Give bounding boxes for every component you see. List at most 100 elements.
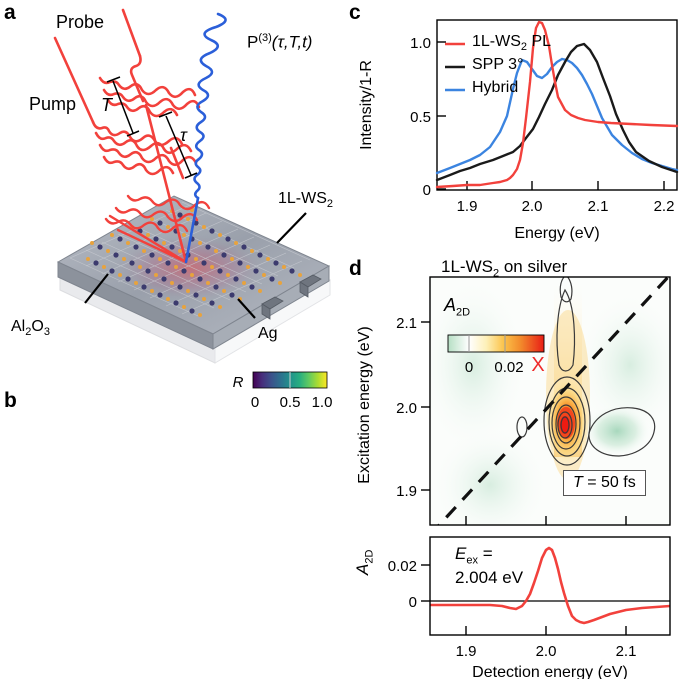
eex-sub: ex: [466, 554, 478, 567]
legend-label-spp: SPP 3°: [472, 56, 524, 73]
y-tick-d-19: 1.9: [396, 483, 417, 500]
polarization-P: P: [247, 32, 259, 52]
substrate-sub1: 2: [25, 326, 32, 339]
legend-label-hybrid: Hybrid: [472, 79, 519, 96]
eex-value: 2.004 eV: [455, 567, 524, 587]
x-tick-slice-20: 2.0: [536, 643, 557, 660]
label-delay-tau: τ: [180, 125, 187, 145]
y-ticks-d-slice: [421, 564, 430, 602]
plot-frame-c: [436, 19, 678, 191]
y-tick-slice-0: 0: [409, 594, 417, 611]
label-substrate: Al2O3: [11, 318, 50, 338]
panel-d-title: 1L-WS2 on silver: [441, 257, 567, 279]
colorbar-d-title: A2D: [444, 295, 470, 319]
legend-pl-tail: PL: [527, 33, 552, 50]
delay-box-equals: =: [587, 474, 597, 491]
series-spp: [435, 42, 679, 182]
colorbar-d-title-sub: 2D: [456, 306, 471, 319]
panel-b-plot: R 0 0.5 1.0: [233, 371, 333, 411]
y-axis-label-d: Excitation energy (eV): [356, 326, 373, 483]
y-tick-d-21: 2.1: [396, 315, 417, 332]
delay-tau-arrow: [158, 111, 198, 179]
colorbar-d-title-A: A: [444, 295, 457, 315]
x-axis-label-d: Detection energy (eV): [472, 664, 628, 679]
panel-c-letter: c: [349, 1, 361, 24]
panel-d: d 1L-WS2 on silver: [345, 245, 685, 679]
x-tick-c-19: 1.9: [457, 198, 478, 215]
diagonal-line: [437, 277, 670, 525]
delay-time-box: T = 50 fs: [563, 470, 646, 496]
x-ticks-d-map: [465, 516, 627, 525]
monolayer-text: 1L-WS: [278, 190, 327, 207]
panel-a: a: [0, 0, 345, 364]
panel-d-letter: d: [349, 257, 362, 280]
colorbar-d-label-002: 0.02: [494, 359, 523, 376]
y-ticks-c: [437, 41, 446, 190]
delay-T-arrow: [106, 76, 140, 137]
panel-d-title-sub: 2: [492, 267, 500, 280]
label-metal: Ag: [258, 325, 278, 342]
panel-b-letter: b: [4, 389, 17, 412]
colorbar-d: [447, 334, 545, 353]
leader-lines: [84, 212, 307, 319]
x-tick-c-20: 2.0: [522, 198, 543, 215]
plot-frame-d-map: [429, 276, 671, 526]
x-tick-c-22: 2.2: [654, 198, 675, 215]
legend-pl-sub: 2: [520, 41, 528, 54]
y-tick-c-1: 1.0: [410, 35, 431, 52]
polarization-args: (τ,T,t): [271, 32, 313, 52]
x-tick-slice-21: 2.1: [616, 643, 637, 660]
polarization-order: (3): [258, 32, 272, 44]
panel-c: c 1.0 0.5 0 1.9 2.0 2.1 2.2 Energy (eV) …: [345, 0, 685, 245]
colorbar-b-tick-05: 0.5: [280, 394, 301, 411]
eex-symbol: E: [455, 544, 467, 563]
y-ticks-d: [421, 321, 430, 491]
y-tick-c-0: 0: [423, 182, 431, 199]
x-tick-slice-19: 1.9: [456, 643, 477, 660]
slice-plot: [430, 537, 670, 635]
delay-box-symbol: T: [573, 474, 583, 491]
y-tick-slice-002: 0.02: [388, 558, 417, 575]
x-ticks-d-slice: [465, 626, 627, 635]
y-tick-d-20: 2.0: [396, 400, 417, 417]
panel-b: b: [0, 345, 345, 679]
substrate-o: O: [31, 318, 44, 335]
panel-c-plot: 1.0 0.5 0 1.9 2.0 2.1 2.2 Energy (eV) In…: [358, 19, 679, 242]
panel-a-schematic: [53, 8, 332, 364]
surface-pulse: [104, 194, 211, 264]
panel-a-letter: a: [4, 1, 16, 24]
legend-pl-text: 1L-WS: [472, 33, 521, 50]
substrate-sub2: 3: [43, 326, 50, 339]
slice-y-label-A: A: [353, 563, 372, 575]
substrate-al: Al: [11, 318, 26, 335]
slice-y-axis-label: A2D: [353, 550, 375, 575]
x-tick-c-21: 2.1: [588, 198, 609, 215]
plot-frame-d-slice: [429, 536, 671, 636]
colorbar-b-label: R: [233, 374, 244, 391]
label-probe: Probe: [56, 12, 105, 32]
colorbar-b-tick-0: 0: [251, 394, 259, 411]
slice-y-label-sub: 2D: [363, 549, 376, 564]
panel-d-title-tail: on silver: [499, 257, 568, 276]
colorbar-b-tick-1: 1.0: [312, 394, 333, 411]
y-tick-c-0p5: 0.5: [410, 109, 431, 126]
panel-d-plot: 0 0.02 X 2.1 2.0 1.9 Excitation energy (…: [356, 276, 671, 679]
excitation-energy-annotation: Eex = 2.004 eV: [455, 544, 565, 589]
label-monolayer: 1L-WS2: [278, 190, 333, 210]
label-polarization: P(3)(τ,T,t): [247, 32, 312, 53]
slice-curve: [430, 546, 670, 625]
substrate-slab: [56, 195, 332, 364]
legend-c: [445, 42, 465, 92]
ws2-lattice: [69, 201, 311, 317]
map-2d: [430, 277, 670, 525]
y-axis-label-c: Intensity/1-R: [358, 60, 375, 150]
label-pump: Pump: [29, 94, 77, 114]
delay-box-value: 50 fs: [601, 474, 636, 491]
exciton-marker-x: X: [531, 354, 544, 376]
pump-beam: [53, 36, 198, 180]
panel-d-title-text: 1L-WS: [441, 257, 493, 276]
monolayer-sub: 2: [326, 198, 334, 211]
colorbar-d-label-0: 0: [465, 359, 473, 376]
signal-beam: [184, 12, 227, 264]
x-axis-label-c: Energy (eV): [514, 225, 599, 242]
